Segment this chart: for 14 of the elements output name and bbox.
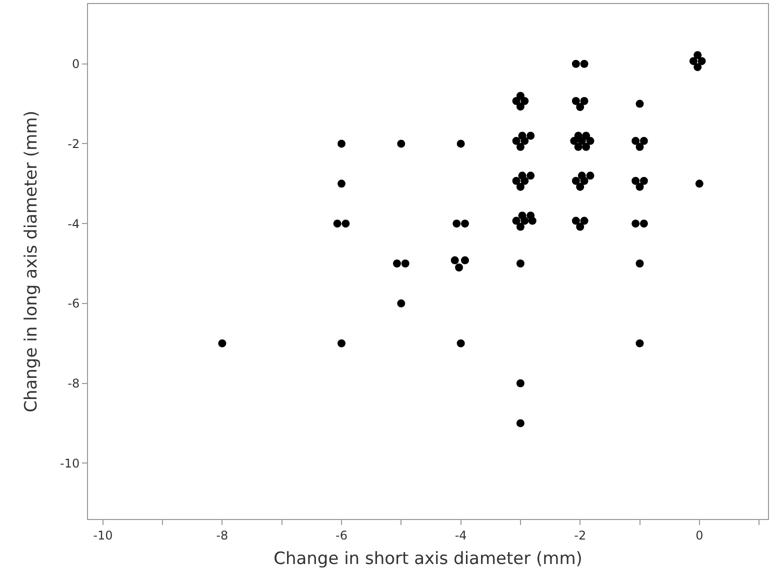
y-axis-title: Change in long axis diameter (mm) <box>22 110 42 412</box>
y-tick-label: -8 <box>68 376 80 390</box>
x-tick-label: -2 <box>574 528 586 542</box>
x-tick-label: -10 <box>93 528 113 542</box>
x-axis-title: Change in short axis diameter (mm) <box>274 548 582 569</box>
x-tick-label: -8 <box>216 528 228 542</box>
y-tick-label: -10 <box>60 456 80 470</box>
y-tick-label: -4 <box>68 216 80 231</box>
x-tick-label: -4 <box>454 528 467 542</box>
y-tick-label: 0 <box>72 57 80 72</box>
y-tick-label: -2 <box>68 136 80 151</box>
y-tick-label: -6 <box>68 296 80 311</box>
x-tick-label: 0 <box>696 528 704 542</box>
x-tick-label: -6 <box>336 528 348 542</box>
